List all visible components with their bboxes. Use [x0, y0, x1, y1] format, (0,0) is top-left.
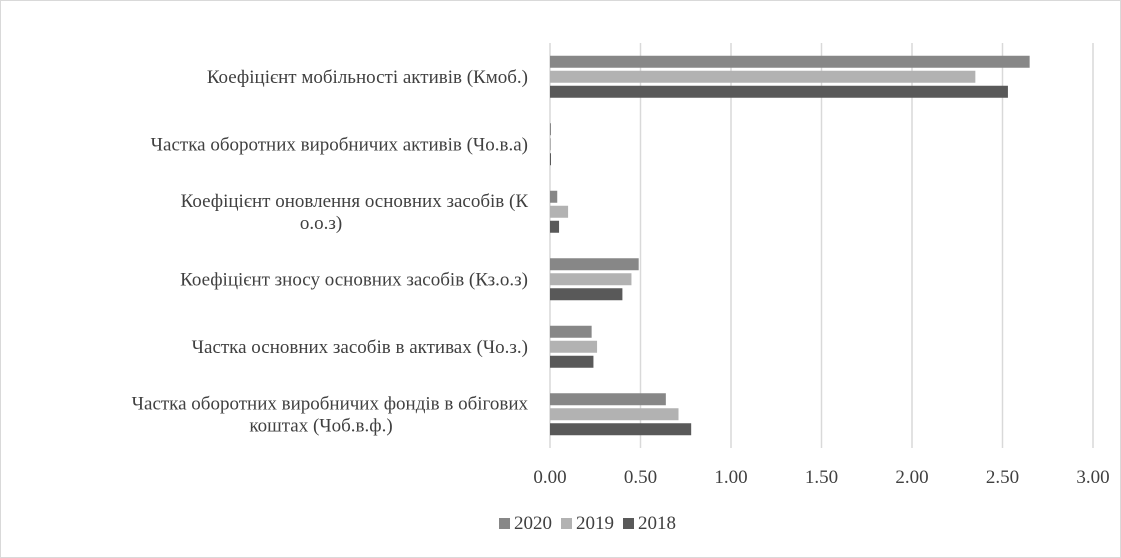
- x-tick-label: 2.00: [895, 467, 928, 488]
- category-label: Частка оборотних виробничих активів (Чо.…: [151, 134, 528, 155]
- bar-2018: [550, 153, 551, 166]
- category-label: Коефіцієнт мобільності активів (Кмоб.): [207, 67, 528, 88]
- legend-swatch-2019: [561, 518, 572, 529]
- bar-2019: [550, 138, 551, 151]
- category-label: Коефіцієнт зносу основних засобів (Кз.о.…: [180, 269, 528, 290]
- bar-2019: [550, 273, 632, 286]
- bar-2018: [550, 355, 594, 368]
- legend-label-2019: 2019: [576, 513, 614, 534]
- bar-2019: [550, 205, 569, 218]
- category-label: Частка оборотних виробничих фондів в обі…: [132, 393, 529, 436]
- bar-2020: [550, 393, 666, 406]
- x-axis-tick-labels: 0.00 0.50 1.00 1.50 2.00 2.50 3.00: [533, 467, 1109, 488]
- bar-2018: [550, 85, 1008, 98]
- bar-2018: [550, 288, 623, 301]
- category-labels: Коефіцієнт мобільності активів (Кмоб.) Ча…: [132, 67, 529, 437]
- bar-2020: [550, 190, 558, 203]
- bar-2020: [550, 325, 592, 338]
- category-label: Частка основних засобів в активах (Чо.з.…: [192, 337, 528, 358]
- x-tick-label: 0.00: [533, 467, 566, 488]
- bar-2019: [550, 408, 679, 421]
- gridlines: [549, 43, 1094, 448]
- x-tick-label: 1.00: [714, 467, 747, 488]
- bar-2020: [550, 123, 551, 136]
- x-tick-label: 1.50: [805, 467, 838, 488]
- legend-label-2020: 2020: [514, 513, 552, 534]
- x-tick-label: 3.00: [1076, 467, 1109, 488]
- bar-2019: [550, 70, 976, 83]
- x-tick-label: 0.50: [624, 467, 657, 488]
- category-label: Коефіцієнт оновлення основних засобів (К…: [181, 191, 529, 234]
- legend-label-2018: 2018: [638, 513, 676, 534]
- bars: [550, 55, 1030, 436]
- bar-2020: [550, 55, 1030, 68]
- bar-2019: [550, 340, 598, 353]
- x-tick-label: 2.50: [986, 467, 1019, 488]
- legend: 2020 2019 2018: [499, 513, 676, 534]
- bar-2020: [550, 258, 639, 271]
- bar-2018: [550, 423, 692, 436]
- bar-2018: [550, 220, 560, 233]
- legend-swatch-2020: [499, 518, 510, 529]
- legend-swatch-2018: [623, 518, 634, 529]
